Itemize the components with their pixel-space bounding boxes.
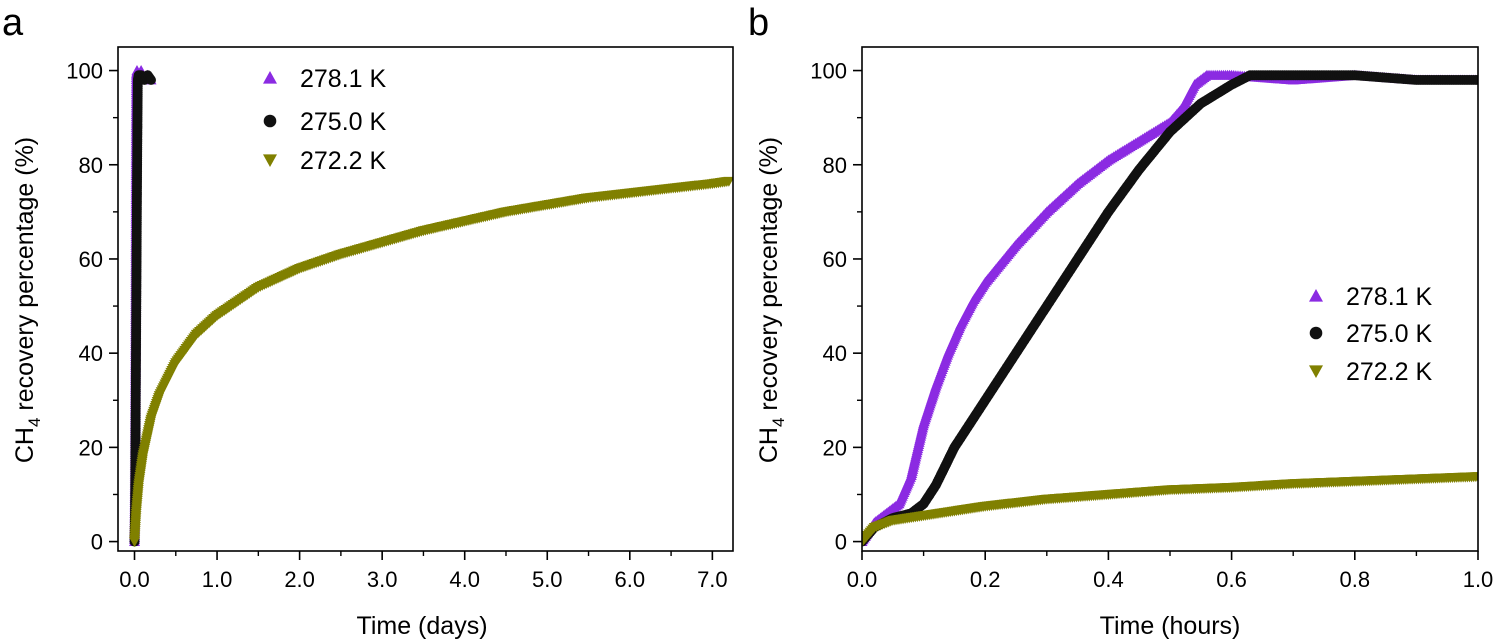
panel-label: b <box>748 2 769 44</box>
legend: 278.1 K 275.0 K 272.2 K <box>1309 283 1433 386</box>
x-tick-label: 3.0 <box>367 567 398 592</box>
y-tick-label: 0 <box>835 530 847 555</box>
legend-label: 272.2 K <box>300 147 387 175</box>
x-tick-label: 4.0 <box>449 567 480 592</box>
legend-label: 278.1 K <box>1346 283 1433 311</box>
plot-area <box>862 69 1478 548</box>
legend-label: 272.2 K <box>1346 358 1433 386</box>
y-axis-title-subscript: 4 <box>769 418 788 427</box>
x-axis-title: Time (days) <box>356 612 487 640</box>
series-272-2-K <box>862 472 1478 548</box>
y-tick-label: 60 <box>79 247 103 272</box>
x-tick-label: 1.0 <box>1463 567 1494 592</box>
data-point <box>1473 75 1478 85</box>
plot-area <box>129 65 733 548</box>
x-tick-label: 6.0 <box>615 567 646 592</box>
plot-frame <box>117 46 734 552</box>
x-tick-label: 5.0 <box>532 567 563 592</box>
y-axis-title-subscript: 4 <box>25 418 44 427</box>
legend-marker <box>1309 326 1323 340</box>
y-tick-label: 20 <box>79 435 103 460</box>
legend: 278.1 K 275.0 K 272.2 K <box>263 65 387 175</box>
x-tick-label: 7.0 <box>697 567 728 592</box>
y-axis-title: CH4 recovery percentage (%) <box>11 137 44 463</box>
legend-label: 275.0 K <box>300 108 387 136</box>
legend-label: 278.1 K <box>300 65 387 93</box>
y-tick-label: 100 <box>66 59 103 84</box>
y-axis-title-rest: recovery percentage (%) <box>11 137 39 418</box>
y-tick-label: 80 <box>823 153 847 178</box>
legend-marker <box>263 154 277 167</box>
y-tick-label: 40 <box>79 341 103 366</box>
x-tick-label: 0.4 <box>1093 567 1124 592</box>
data-point <box>723 176 733 187</box>
x-tick-label: 0.2 <box>970 567 1001 592</box>
x-tick-label: 0.0 <box>119 567 150 592</box>
x-axis-title: Time (hours) <box>1100 612 1241 640</box>
y-tick-label: 60 <box>823 247 847 272</box>
series-272-2-K <box>129 176 733 548</box>
y-tick-label: 100 <box>810 59 847 84</box>
data-point <box>146 75 156 85</box>
x-tick-label: 0.0 <box>847 567 878 592</box>
chart-panel-b: b 0.0 0.2 0.4 0.6 0.8 1.0 0 20 40 60 80 100 Time (hou… <box>748 2 1493 640</box>
y-axis-title: CH4 recovery percentage (%) <box>755 137 788 463</box>
x-tick-label: 0.8 <box>1340 567 1371 592</box>
y-tick-label: 20 <box>823 435 847 460</box>
x-tick-label: 0.6 <box>1216 567 1247 592</box>
legend-marker <box>263 71 277 84</box>
y-axis-title-main: CH <box>11 427 39 463</box>
panel-label: a <box>2 2 24 44</box>
y-tick-label: 0 <box>91 530 103 555</box>
chart-panel-a: a 0.0 1.0 2.0 3.0 4.0 5.0 6.0 7.0 0 20 40 60 80 100 Tim… <box>2 2 734 640</box>
y-axis-title-main: CH <box>755 427 783 463</box>
y-tick-label: 80 <box>79 153 103 178</box>
legend-marker <box>1309 365 1323 378</box>
y-tick-label: 40 <box>823 341 847 366</box>
legend-label: 275.0 K <box>1346 320 1433 348</box>
legend-marker <box>1309 289 1323 302</box>
data-point <box>1472 472 1478 483</box>
x-tick-label: 2.0 <box>284 567 315 592</box>
x-tick-label: 1.0 <box>202 567 233 592</box>
y-axis-title-rest: recovery percentage (%) <box>755 137 783 418</box>
legend-marker <box>263 114 277 128</box>
